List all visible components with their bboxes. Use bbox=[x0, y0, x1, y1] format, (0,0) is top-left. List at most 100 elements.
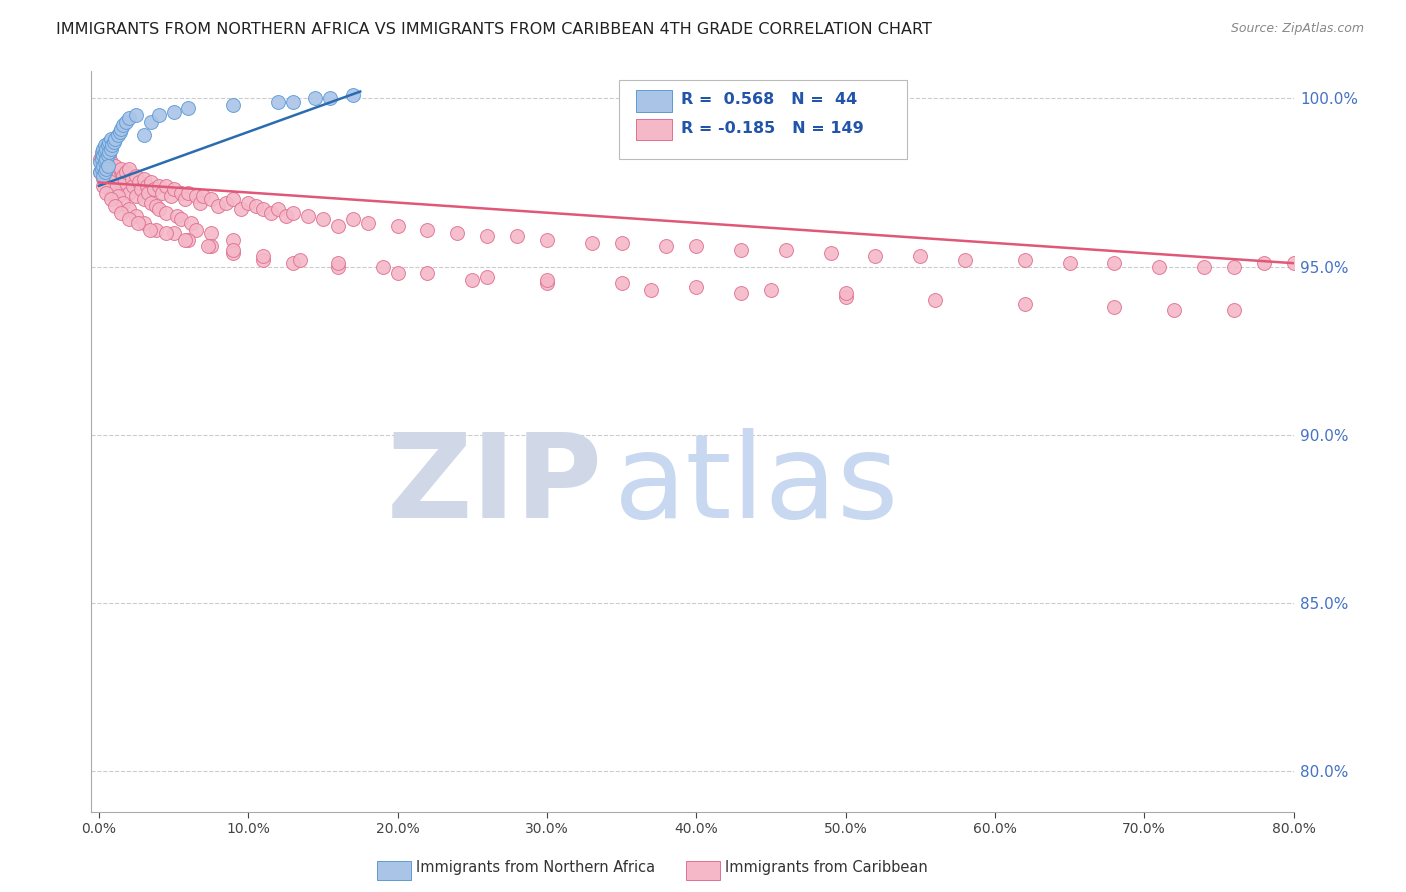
Point bbox=[121, 172, 143, 186]
Point bbox=[100, 142, 122, 156]
Point bbox=[536, 233, 558, 247]
Point bbox=[730, 243, 752, 257]
Point bbox=[94, 155, 117, 169]
Point bbox=[1223, 260, 1246, 274]
Point bbox=[177, 102, 200, 116]
Point bbox=[222, 233, 245, 247]
Point bbox=[267, 202, 290, 217]
Point bbox=[193, 189, 215, 203]
Point bbox=[252, 202, 274, 217]
Point bbox=[865, 250, 887, 264]
Point bbox=[1163, 303, 1185, 318]
Point bbox=[100, 176, 122, 190]
Point bbox=[1147, 260, 1170, 274]
Point bbox=[159, 189, 181, 203]
Text: Immigrants from Northern Africa: Immigrants from Northern Africa bbox=[416, 860, 655, 874]
Point bbox=[200, 192, 222, 206]
Point bbox=[91, 161, 114, 176]
Point bbox=[267, 95, 290, 109]
Point bbox=[100, 192, 122, 206]
Point bbox=[177, 233, 200, 247]
Point bbox=[89, 165, 111, 179]
Point bbox=[1253, 256, 1275, 270]
Point bbox=[245, 199, 267, 213]
Text: R =  0.568   N =  44: R = 0.568 N = 44 bbox=[681, 93, 856, 107]
Point bbox=[416, 266, 439, 280]
Point bbox=[97, 159, 120, 173]
Point bbox=[148, 178, 170, 193]
Point bbox=[1014, 296, 1036, 310]
Point bbox=[97, 176, 120, 190]
Point bbox=[138, 222, 160, 236]
Point bbox=[94, 155, 117, 169]
Text: Immigrants from Caribbean: Immigrants from Caribbean bbox=[725, 860, 928, 874]
Point bbox=[1104, 256, 1126, 270]
Point bbox=[118, 112, 141, 126]
Point bbox=[155, 178, 177, 193]
Point bbox=[319, 91, 342, 105]
Point bbox=[96, 172, 118, 186]
Point bbox=[685, 279, 707, 293]
Point bbox=[312, 212, 335, 227]
Point bbox=[197, 239, 219, 253]
Point bbox=[125, 169, 148, 183]
Point bbox=[98, 145, 121, 160]
Point bbox=[94, 176, 117, 190]
Text: atlas: atlas bbox=[614, 428, 900, 543]
Point bbox=[259, 205, 281, 219]
Point bbox=[127, 216, 149, 230]
Point bbox=[387, 266, 409, 280]
Point bbox=[118, 212, 141, 227]
Point bbox=[820, 246, 842, 260]
Point bbox=[97, 169, 120, 183]
Point bbox=[150, 186, 173, 200]
Point bbox=[170, 186, 193, 200]
Point bbox=[371, 260, 394, 274]
Point bbox=[104, 199, 127, 213]
Point bbox=[105, 169, 128, 183]
Point bbox=[342, 212, 364, 227]
Point bbox=[252, 250, 274, 264]
Point bbox=[98, 135, 121, 149]
Point bbox=[655, 239, 678, 253]
Point bbox=[90, 152, 112, 166]
Point bbox=[1223, 303, 1246, 318]
Point bbox=[103, 182, 125, 196]
Point bbox=[1282, 256, 1305, 270]
Point bbox=[91, 142, 114, 156]
Point bbox=[166, 209, 188, 223]
Point bbox=[200, 226, 222, 240]
Point bbox=[162, 104, 184, 119]
Point bbox=[97, 148, 120, 162]
Point bbox=[148, 108, 170, 122]
Point bbox=[536, 277, 558, 291]
Point bbox=[356, 216, 378, 230]
Point bbox=[94, 169, 117, 183]
Point bbox=[94, 138, 117, 153]
Point bbox=[834, 286, 856, 301]
Point bbox=[775, 243, 797, 257]
Point bbox=[908, 250, 931, 264]
Point bbox=[281, 205, 304, 219]
Point bbox=[91, 172, 114, 186]
Point bbox=[132, 172, 155, 186]
Point bbox=[834, 290, 856, 304]
Point bbox=[536, 273, 558, 287]
Point bbox=[125, 108, 148, 122]
Point bbox=[326, 260, 349, 274]
Point bbox=[1104, 300, 1126, 314]
Point bbox=[108, 176, 131, 190]
Point bbox=[110, 205, 132, 219]
Point bbox=[91, 159, 114, 173]
Point bbox=[97, 138, 120, 153]
Point bbox=[128, 176, 150, 190]
Point bbox=[1059, 256, 1081, 270]
Point bbox=[759, 283, 782, 297]
Point bbox=[162, 182, 184, 196]
Point bbox=[110, 182, 132, 196]
Point bbox=[139, 195, 162, 210]
Point bbox=[730, 286, 752, 301]
Point bbox=[506, 229, 529, 244]
Point bbox=[222, 246, 245, 260]
Point bbox=[924, 293, 946, 308]
